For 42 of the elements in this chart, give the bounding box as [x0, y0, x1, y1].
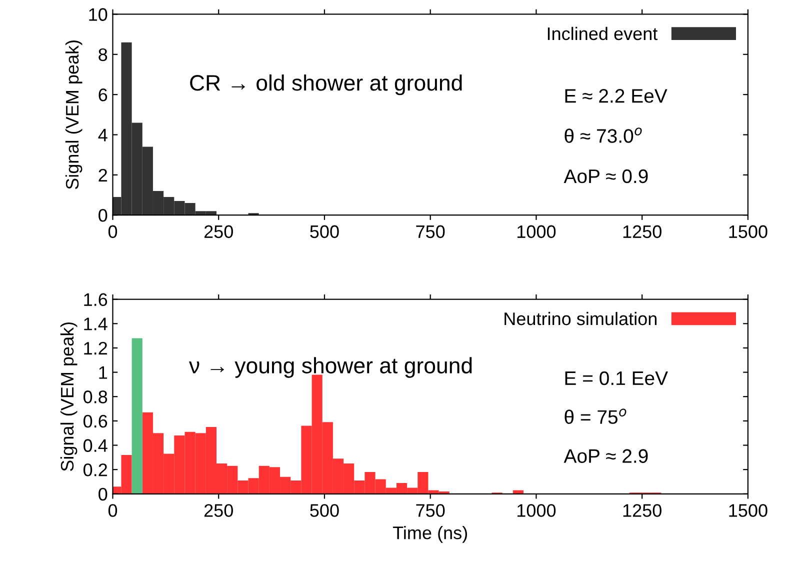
annotation: θ = 75$^{o}$: [564, 408, 626, 424]
y-tick-label: 0.6: [83, 414, 108, 428]
y-tick-label: 1.2: [84, 342, 107, 354]
x-tick-label: 750: [416, 225, 445, 238]
x-tick-label: 1000: [518, 225, 556, 238]
x-tick-label: 1250: [623, 504, 662, 517]
y-tick-label: 1: [99, 366, 108, 379]
legend-label: Inclined event: [548, 26, 658, 40]
y-axis-title: Signal (VEM peak): [65, 40, 82, 190]
x-tick-label: 250: [204, 504, 233, 517]
y-tick-label: 0.2: [83, 464, 107, 476]
y-tick-label: 6: [98, 88, 108, 102]
x-tick-label: 0: [108, 225, 118, 238]
legend-label: Neutrino simulation: [504, 312, 657, 326]
annotation: AoP ≈ 0.9: [564, 169, 648, 184]
y-tick-label: 10: [89, 8, 108, 21]
annotation: E = 0.1 EeV: [565, 371, 668, 386]
annotation: E ≈ 2.2 EeV: [565, 89, 668, 103]
y-tick-label: 0.8: [83, 390, 108, 404]
x-tick-label: 500: [310, 225, 339, 238]
x-tick-label: 750: [416, 504, 445, 517]
x-tick-label: 1000: [518, 504, 556, 517]
x-axis-title: Time (ns): [392, 526, 468, 543]
annotation: ν → young shower at ground: [188, 357, 472, 378]
annotation: AoP ≈ 2.9: [564, 449, 648, 463]
x-tick-label: 500: [310, 504, 339, 517]
y-tick-label: 1.4: [84, 318, 108, 330]
y-tick-label: 0.4: [83, 439, 108, 452]
y-tick-label: 8: [98, 48, 108, 62]
y-tick-label: 4: [98, 128, 108, 142]
annotation: CR → old shower at ground: [190, 74, 462, 96]
annotation: θ ≈ 73.0$^{o}$: [564, 128, 642, 143]
x-tick-label: 0: [108, 504, 118, 517]
x-tick-label: 250: [204, 225, 233, 238]
y-tick-label: 0: [98, 209, 108, 222]
y-tick-label: 1.6: [84, 293, 108, 306]
y-tick-label: 2: [98, 168, 107, 182]
x-tick-label: 1500: [729, 504, 768, 517]
y-axis-title: Signal (VEM peak): [60, 322, 78, 472]
y-tick-label: 0: [98, 488, 108, 501]
x-tick-label: 1250: [623, 225, 662, 238]
x-tick-label: 1500: [729, 225, 768, 238]
